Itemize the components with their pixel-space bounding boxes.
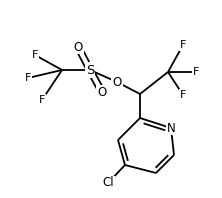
Text: F: F (193, 67, 199, 77)
Text: O: O (97, 86, 107, 98)
Text: Cl: Cl (102, 176, 114, 189)
Text: O: O (73, 41, 83, 53)
Text: F: F (180, 90, 186, 100)
Text: F: F (25, 73, 31, 83)
Text: F: F (39, 95, 45, 105)
Text: N: N (167, 122, 175, 134)
Text: S: S (86, 64, 94, 76)
Text: F: F (32, 50, 38, 60)
Text: O: O (112, 75, 122, 89)
Text: F: F (180, 40, 186, 50)
